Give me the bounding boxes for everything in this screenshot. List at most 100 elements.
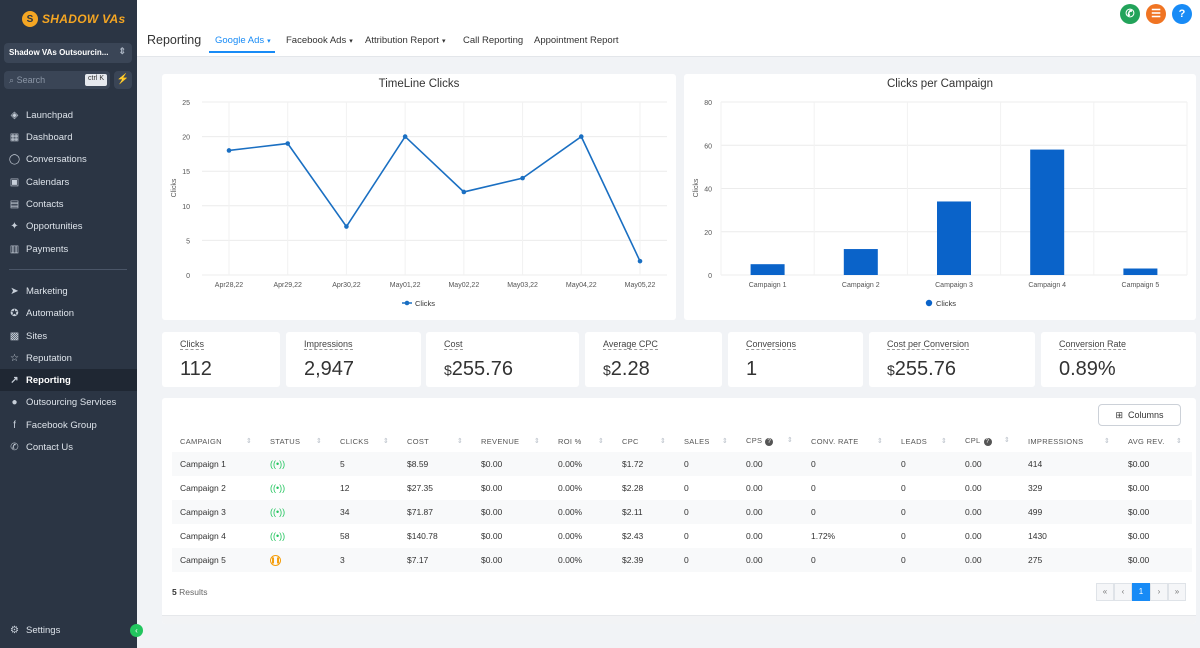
sort-icon[interactable]: ⇕ bbox=[456, 437, 463, 445]
y-tick-label: 15 bbox=[182, 169, 190, 176]
kpi-value: 2,947 bbox=[304, 358, 354, 381]
columns-icon: ⊞ bbox=[1115, 409, 1124, 420]
columns-button[interactable]: ⊞ Columns bbox=[1098, 404, 1181, 426]
cell-impressions: 275 bbox=[1020, 548, 1120, 572]
tab-facebook-ads[interactable]: Facebook Ads ▾ bbox=[286, 35, 353, 46]
collapse-sidebar-button[interactable]: ‹ bbox=[130, 624, 143, 637]
page-button[interactable]: 1 bbox=[1132, 583, 1150, 601]
tab-appointment-report[interactable]: Appointment Report bbox=[534, 35, 619, 46]
column-header-revenue[interactable]: REVENUE ⇕ bbox=[473, 430, 550, 452]
sort-icon[interactable]: ⇕ bbox=[786, 437, 793, 444]
phone-button[interactable]: ✆ bbox=[1120, 4, 1140, 24]
results-number: 5 bbox=[172, 587, 177, 597]
info-icon[interactable]: ? bbox=[983, 438, 992, 446]
account-switcher[interactable]: Shadow VAs Outsourcin... ⇕ bbox=[4, 43, 132, 63]
column-header-cost[interactable]: COST ⇕ bbox=[399, 430, 473, 452]
column-header-campaign[interactable]: CAMPAIGN ⇕ bbox=[172, 430, 262, 452]
x-tick-label: Apr30,22 bbox=[332, 282, 361, 289]
kpi-label[interactable]: Conversions bbox=[746, 339, 797, 350]
logo-icon: S bbox=[22, 11, 38, 27]
column-header-clicks[interactable]: CLICKS ⇕ bbox=[332, 430, 399, 452]
sidebar-item-label: Dashboard bbox=[26, 131, 73, 143]
column-header-cpl[interactable]: CPL? ⇕ bbox=[957, 430, 1020, 452]
table-row[interactable]: Campaign 5 ❚❚ 3 $7.17 $0.00 0.00% $2.39 0 0.00 0 0… bbox=[172, 548, 1192, 572]
sidebar-item-sites[interactable]: ▩ Sites bbox=[0, 325, 137, 347]
column-header-sales[interactable]: SALES ⇕ bbox=[676, 430, 738, 452]
column-header-conv-rate[interactable]: CONV. RATE ⇕ bbox=[803, 430, 893, 452]
kpi-label[interactable]: Conversion Rate bbox=[1059, 339, 1127, 350]
bar-campaign-1 bbox=[750, 264, 785, 275]
sidebar-item-settings[interactable]: ⚙ Settings bbox=[0, 619, 137, 641]
timeline-clicks-chart: 0 5 10 15 20 25 Apr28,22 Apr29,22 Apr30,22 May01,… bbox=[171, 100, 667, 308]
tab-google-ads[interactable]: Google Ads ▾ bbox=[215, 35, 271, 46]
search-input[interactable]: ⌕ Search ctrl K bbox=[4, 71, 110, 89]
table-row[interactable]: Campaign 2 ((•)) 12 $27.35 $0.00 0.00% $2.28 0 0… bbox=[172, 476, 1192, 500]
tab-call-reporting[interactable]: Call Reporting bbox=[463, 35, 523, 46]
sidebar-item-opportunities[interactable]: ✦ Opportunities bbox=[0, 215, 137, 237]
cell-sales: 0 bbox=[676, 452, 738, 476]
sidebar-item-label: Outsourcing Services bbox=[26, 396, 117, 408]
kpi-label[interactable]: Cost bbox=[444, 339, 463, 350]
sort-icon[interactable]: ⇕ bbox=[533, 437, 540, 445]
sidebar-item-conversations[interactable]: ◯ Conversations bbox=[0, 148, 137, 170]
sort-icon[interactable]: ⇕ bbox=[721, 437, 728, 445]
sort-icon[interactable]: ⇕ bbox=[659, 437, 666, 445]
sidebar-item-marketing[interactable]: ➤ Marketing bbox=[0, 280, 137, 302]
first-page-button[interactable]: « bbox=[1096, 583, 1114, 601]
sidebar-item-reporting[interactable]: ↗ Reporting bbox=[0, 369, 137, 391]
help-icon: ? bbox=[1178, 8, 1186, 20]
help-button[interactable]: ? bbox=[1172, 4, 1192, 24]
table-row[interactable]: Campaign 1 ((•)) 5 $8.59 $0.00 0.00% $1.72 0 0.0… bbox=[172, 452, 1192, 476]
column-header-status[interactable]: STATUS ⇕ bbox=[262, 430, 332, 452]
kpi-number: 0.89% bbox=[1059, 358, 1116, 380]
kpi-card-cost: Cost $255.76 bbox=[426, 332, 579, 387]
horizontal-scrollbar[interactable] bbox=[162, 615, 1196, 624]
column-header-cpc[interactable]: CPC ⇕ bbox=[614, 430, 676, 452]
sidebar-item-calendars[interactable]: ▣ Calendars bbox=[0, 171, 137, 193]
kpi-label[interactable]: Impressions bbox=[304, 339, 353, 350]
sidebar-item-outsourcing-services[interactable]: ● Outsourcing Services bbox=[0, 391, 137, 413]
column-header-avg-rev-[interactable]: AVG REV. ⇕ bbox=[1120, 430, 1192, 452]
info-icon[interactable]: ? bbox=[765, 438, 774, 446]
results-label: Results bbox=[179, 587, 208, 597]
sort-icon[interactable]: ⇕ bbox=[1003, 437, 1010, 444]
quick-actions-button[interactable]: ⚡ bbox=[114, 71, 132, 89]
sidebar-item-dashboard[interactable]: ▦ Dashboard bbox=[0, 126, 137, 148]
sidebar-item-payments[interactable]: ▥ Payments bbox=[0, 238, 137, 260]
contacts-icon: ▤ bbox=[9, 198, 20, 210]
column-header-leads[interactable]: LEADS ⇕ bbox=[893, 430, 957, 452]
sidebar-item-facebook-group[interactable]: f Facebook Group bbox=[0, 414, 137, 436]
x-tick-label: May05,22 bbox=[625, 282, 656, 289]
tab-attribution-report[interactable]: Attribution Report ▾ bbox=[365, 35, 445, 46]
sidebar-item-contacts[interactable]: ▤ Contacts bbox=[0, 193, 137, 215]
sidebar-item-contact-us[interactable]: ✆ Contact Us bbox=[0, 436, 137, 458]
sort-icon[interactable]: ⇕ bbox=[382, 437, 389, 445]
kpi-label[interactable]: Clicks bbox=[180, 339, 204, 350]
column-header-roi-[interactable]: ROI % ⇕ bbox=[550, 430, 614, 452]
sort-icon[interactable]: ⇕ bbox=[1103, 437, 1110, 445]
kpi-number: 1 bbox=[746, 358, 758, 380]
sidebar-item-label: Marketing bbox=[26, 285, 68, 297]
table-row[interactable]: Campaign 4 ((•)) 58 $140.78 $0.00 0.00% $2.43 0… bbox=[172, 524, 1192, 548]
active-tab-indicator bbox=[209, 51, 275, 53]
column-header-impressions[interactable]: IMPRESSIONS ⇕ bbox=[1020, 430, 1120, 452]
logo[interactable]: S SHADOW VAs bbox=[22, 11, 125, 27]
table-row[interactable]: Campaign 3 ((•)) 34 $71.87 $0.00 0.00% $2.11 0 0… bbox=[172, 500, 1192, 524]
sidebar-item-automation[interactable]: ✪ Automation bbox=[0, 302, 137, 324]
notifications-button[interactable]: ☰ bbox=[1146, 4, 1166, 24]
sort-icon[interactable]: ⇕ bbox=[876, 437, 883, 445]
sort-icon[interactable]: ⇕ bbox=[315, 437, 322, 445]
column-header-cps[interactable]: CPS? ⇕ bbox=[738, 430, 803, 452]
sort-icon[interactable]: ⇕ bbox=[1175, 437, 1182, 445]
kpi-card-conversion-rate: Conversion Rate 0.89% bbox=[1041, 332, 1196, 387]
sort-icon[interactable]: ⇕ bbox=[597, 437, 604, 445]
last-page-button[interactable]: » bbox=[1168, 583, 1186, 601]
kpi-label[interactable]: Cost per Conversion bbox=[887, 339, 970, 350]
prev-page-button[interactable]: ‹ bbox=[1114, 583, 1132, 601]
sidebar-item-launchpad[interactable]: ◈ Launchpad bbox=[0, 104, 137, 126]
sidebar-item-reputation[interactable]: ☆ Reputation bbox=[0, 347, 137, 369]
sort-icon[interactable]: ⇕ bbox=[245, 437, 252, 445]
next-page-button[interactable]: › bbox=[1150, 583, 1168, 601]
sort-icon[interactable]: ⇕ bbox=[940, 437, 947, 445]
kpi-label[interactable]: Average CPC bbox=[603, 339, 658, 350]
